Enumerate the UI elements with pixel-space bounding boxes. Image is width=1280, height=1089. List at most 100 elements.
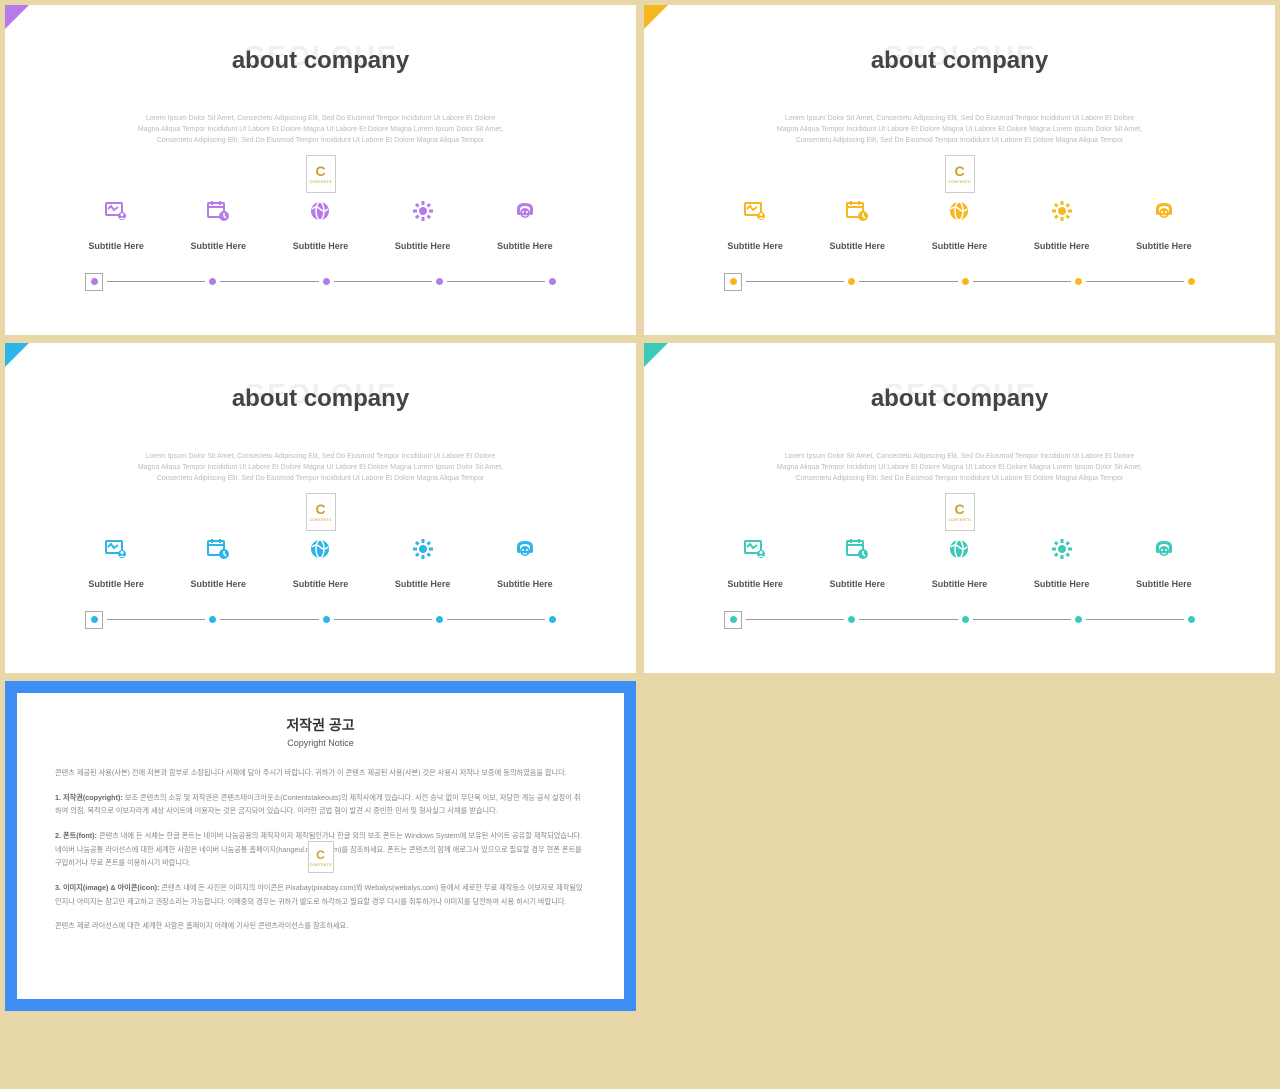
feature-col: Subtitle Here	[1119, 199, 1209, 251]
timeline	[644, 273, 1275, 291]
timeline-segment	[746, 281, 844, 282]
feature-col: Subtitle Here	[378, 199, 468, 251]
slide-description: Lorem Ipsum Dolor Sit Amet, Consectetu A…	[5, 113, 636, 147]
icons-row: Subtitle Here Subtitle Here Subtitle Her…	[644, 199, 1275, 251]
slide-corner	[644, 5, 668, 29]
feature-icon	[104, 537, 128, 561]
feature-col: Subtitle Here	[480, 199, 570, 251]
feature-icon	[104, 199, 128, 223]
notice-paragraph: 1. 저작권(copyright): 보조 콘텐츠의 소유 및 저작권은 콘텐츠…	[55, 791, 586, 818]
timeline-segment	[447, 619, 545, 620]
contents-badge: CCONTENTS	[945, 155, 975, 193]
feature-icon	[513, 537, 537, 561]
icons-row: Subtitle Here Subtitle Here Subtitle Her…	[644, 537, 1275, 589]
timeline-dot	[436, 278, 443, 285]
feature-icon	[1050, 199, 1074, 223]
feature-icon	[743, 537, 767, 561]
feature-col: Subtitle Here	[71, 537, 161, 589]
feature-col: Subtitle Here	[275, 199, 365, 251]
feature-col: Subtitle Here	[1017, 199, 1107, 251]
timeline-dot	[1188, 616, 1195, 623]
timeline-dot	[209, 278, 216, 285]
timeline-segment	[220, 281, 318, 282]
slide-title: about company	[644, 385, 1275, 413]
feature-subtitle: Subtitle Here	[932, 241, 988, 251]
slide-corner	[5, 5, 29, 29]
feature-col: Subtitle Here	[710, 199, 800, 251]
copyright-notice-slide: 저작권 공고 Copyright Notice CCONTENTS 콘텐츠 제공…	[5, 681, 636, 1011]
timeline-start-box	[85, 273, 103, 291]
feature-col: Subtitle Here	[1017, 537, 1107, 589]
timeline-segment	[334, 619, 432, 620]
feature-col: Subtitle Here	[914, 537, 1004, 589]
feature-icon	[513, 199, 537, 223]
timeline-dot	[1075, 278, 1082, 285]
feature-col: Subtitle Here	[914, 199, 1004, 251]
timeline-segment	[746, 619, 844, 620]
contents-badge: CCONTENTS	[306, 155, 336, 193]
timeline-dot	[962, 616, 969, 623]
timeline	[5, 273, 636, 291]
timeline-dot	[848, 278, 855, 285]
timeline-start-box	[724, 273, 742, 291]
feature-subtitle: Subtitle Here	[932, 579, 988, 589]
slide-corner	[5, 343, 29, 367]
contents-badge: CCONTENTS	[306, 493, 336, 531]
feature-icon	[206, 199, 230, 223]
company-slide: GEOLOUE about company Lorem Ipsum Dolor …	[644, 5, 1275, 335]
notice-subtitle: Copyright Notice	[55, 738, 586, 748]
feature-icon	[947, 199, 971, 223]
feature-icon	[845, 199, 869, 223]
company-slide: GEOLOUE about company Lorem Ipsum Dolor …	[644, 343, 1275, 673]
feature-subtitle: Subtitle Here	[727, 241, 783, 251]
icons-row: Subtitle Here Subtitle Here Subtitle Her…	[5, 199, 636, 251]
feature-subtitle: Subtitle Here	[191, 579, 247, 589]
feature-subtitle: Subtitle Here	[1136, 241, 1192, 251]
timeline-segment	[859, 281, 957, 282]
feature-icon	[308, 537, 332, 561]
feature-icon	[743, 199, 767, 223]
feature-subtitle: Subtitle Here	[1034, 241, 1090, 251]
feature-col: Subtitle Here	[1119, 537, 1209, 589]
feature-col: Subtitle Here	[71, 199, 161, 251]
feature-subtitle: Subtitle Here	[830, 579, 886, 589]
timeline-segment	[447, 281, 545, 282]
feature-icon	[947, 537, 971, 561]
feature-col: Subtitle Here	[480, 537, 570, 589]
feature-col: Subtitle Here	[173, 537, 263, 589]
feature-subtitle: Subtitle Here	[395, 579, 451, 589]
timeline-dot	[1188, 278, 1195, 285]
feature-col: Subtitle Here	[378, 537, 468, 589]
icons-row: Subtitle Here Subtitle Here Subtitle Her…	[5, 537, 636, 589]
timeline	[5, 611, 636, 629]
slide-title: about company	[5, 47, 636, 75]
feature-col: Subtitle Here	[812, 199, 902, 251]
feature-icon	[411, 537, 435, 561]
timeline-dot	[323, 616, 330, 623]
slide-corner	[644, 343, 668, 367]
slide-title: about company	[5, 385, 636, 413]
contents-badge: CCONTENTS	[945, 493, 975, 531]
feature-subtitle: Subtitle Here	[395, 241, 451, 251]
feature-col: Subtitle Here	[710, 537, 800, 589]
feature-icon	[411, 199, 435, 223]
empty-cell	[644, 681, 1275, 1011]
feature-col: Subtitle Here	[275, 537, 365, 589]
timeline-dot	[209, 616, 216, 623]
feature-subtitle: Subtitle Here	[88, 579, 144, 589]
slide-description: Lorem Ipsum Dolor Sit Amet, Consectetu A…	[644, 451, 1275, 485]
feature-icon	[845, 537, 869, 561]
notice-bottom-bar	[5, 931, 636, 1011]
feature-icon	[308, 199, 332, 223]
timeline-segment	[859, 619, 957, 620]
timeline-segment	[973, 281, 1071, 282]
timeline-dot	[436, 616, 443, 623]
timeline-segment	[220, 619, 318, 620]
feature-icon	[1152, 537, 1176, 561]
timeline-segment	[1086, 281, 1184, 282]
notice-paragraph: 콘텐츠 제로 라이선스에 대한 세계한 사함은 홈페이지 아래에 기사된 콘텐츠…	[55, 919, 586, 933]
timeline-dot	[549, 616, 556, 623]
feature-subtitle: Subtitle Here	[88, 241, 144, 251]
notice-paragraph: 3. 이미지(image) & 아이콘(icon): 콘텐츠 내에 든 사진은 …	[55, 881, 586, 908]
feature-subtitle: Subtitle Here	[497, 241, 553, 251]
